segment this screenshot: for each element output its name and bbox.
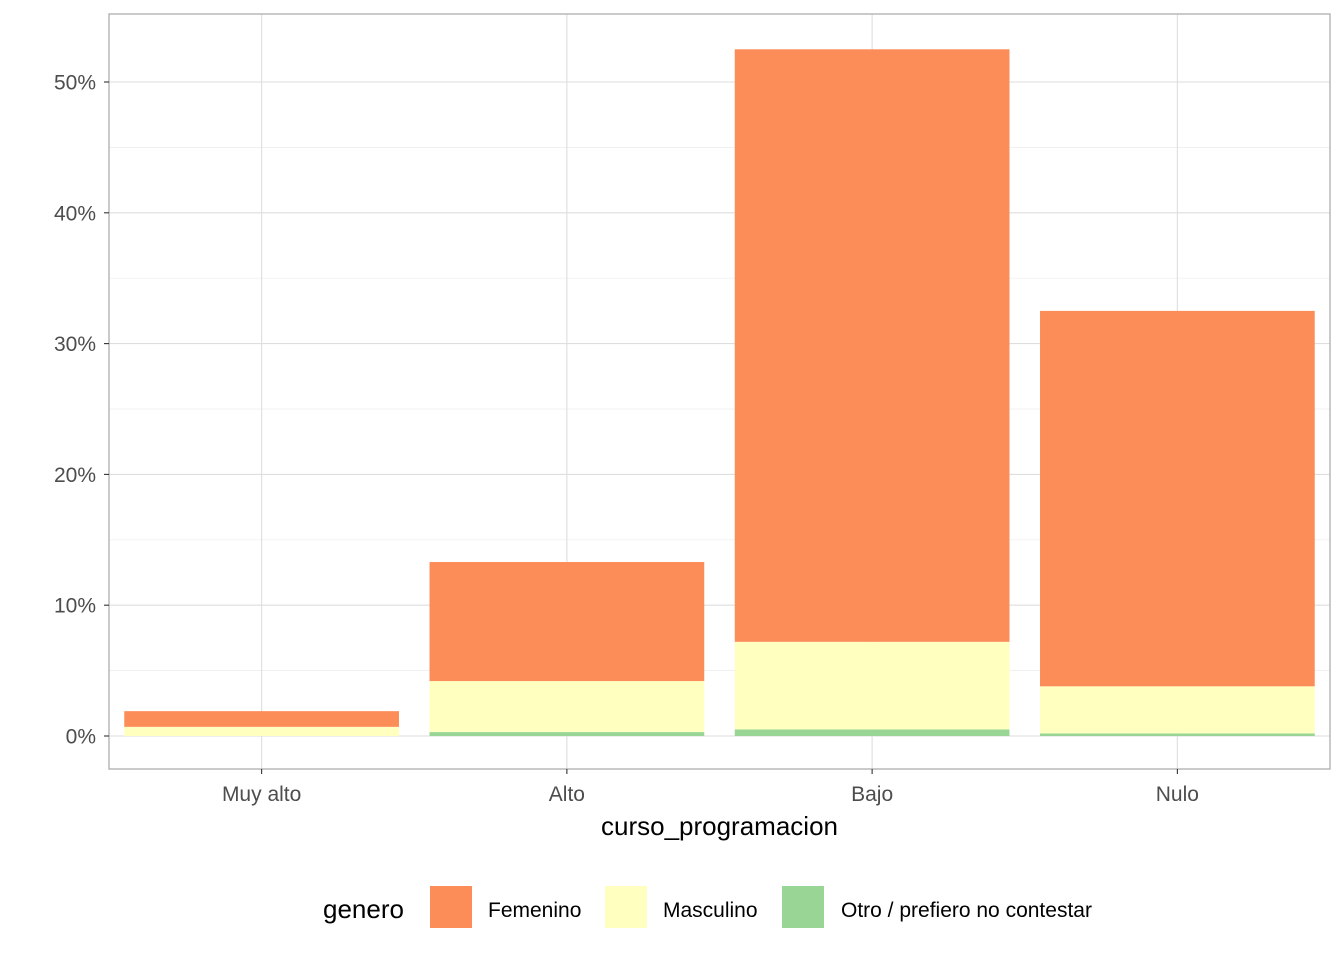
x-tick-label: Muy alto bbox=[222, 783, 301, 806]
legend: genero Femenino Masculino Otro / prefiero … bbox=[323, 886, 1092, 928]
bar-segment bbox=[429, 681, 705, 733]
legend-label: Masculino bbox=[663, 899, 758, 922]
x-axis-ticks: Muy alto Alto Bajo Nulo bbox=[222, 769, 1199, 806]
bar-segment bbox=[734, 729, 1010, 736]
legend-title: genero bbox=[323, 894, 404, 924]
legend-key bbox=[430, 886, 472, 928]
legend-label: Femenino bbox=[488, 899, 581, 922]
y-tick-label: 20% bbox=[54, 464, 96, 487]
bar-segment bbox=[429, 562, 705, 682]
y-axis-ticks: 0% 10% 20% 30% 40% 50% bbox=[54, 72, 109, 749]
y-tick-label: 0% bbox=[66, 726, 96, 749]
bar-segment bbox=[734, 641, 1010, 730]
y-tick-label: 50% bbox=[54, 72, 96, 95]
bar-segment bbox=[734, 49, 1010, 642]
bar-segment bbox=[1040, 686, 1315, 734]
bars bbox=[124, 49, 1315, 736]
bar-segment bbox=[1040, 733, 1315, 736]
legend-key bbox=[782, 886, 824, 928]
bar-segment bbox=[429, 732, 705, 736]
legend-key bbox=[605, 886, 647, 928]
bar-segment bbox=[124, 726, 399, 736]
x-tick-label: Nulo bbox=[1156, 783, 1199, 806]
bar-segment bbox=[1040, 310, 1315, 687]
x-axis-title: curso_programacion bbox=[601, 811, 838, 841]
bar-segment bbox=[124, 711, 399, 727]
y-tick-label: 30% bbox=[54, 333, 96, 356]
y-tick-label: 40% bbox=[54, 202, 96, 225]
panel-border bbox=[108, 13, 1331, 770]
legend-label: Otro / prefiero no contestar bbox=[841, 899, 1092, 922]
x-tick-label: Alto bbox=[549, 783, 585, 806]
x-tick-label: Bajo bbox=[851, 783, 893, 806]
y-tick-label: 10% bbox=[54, 595, 96, 618]
